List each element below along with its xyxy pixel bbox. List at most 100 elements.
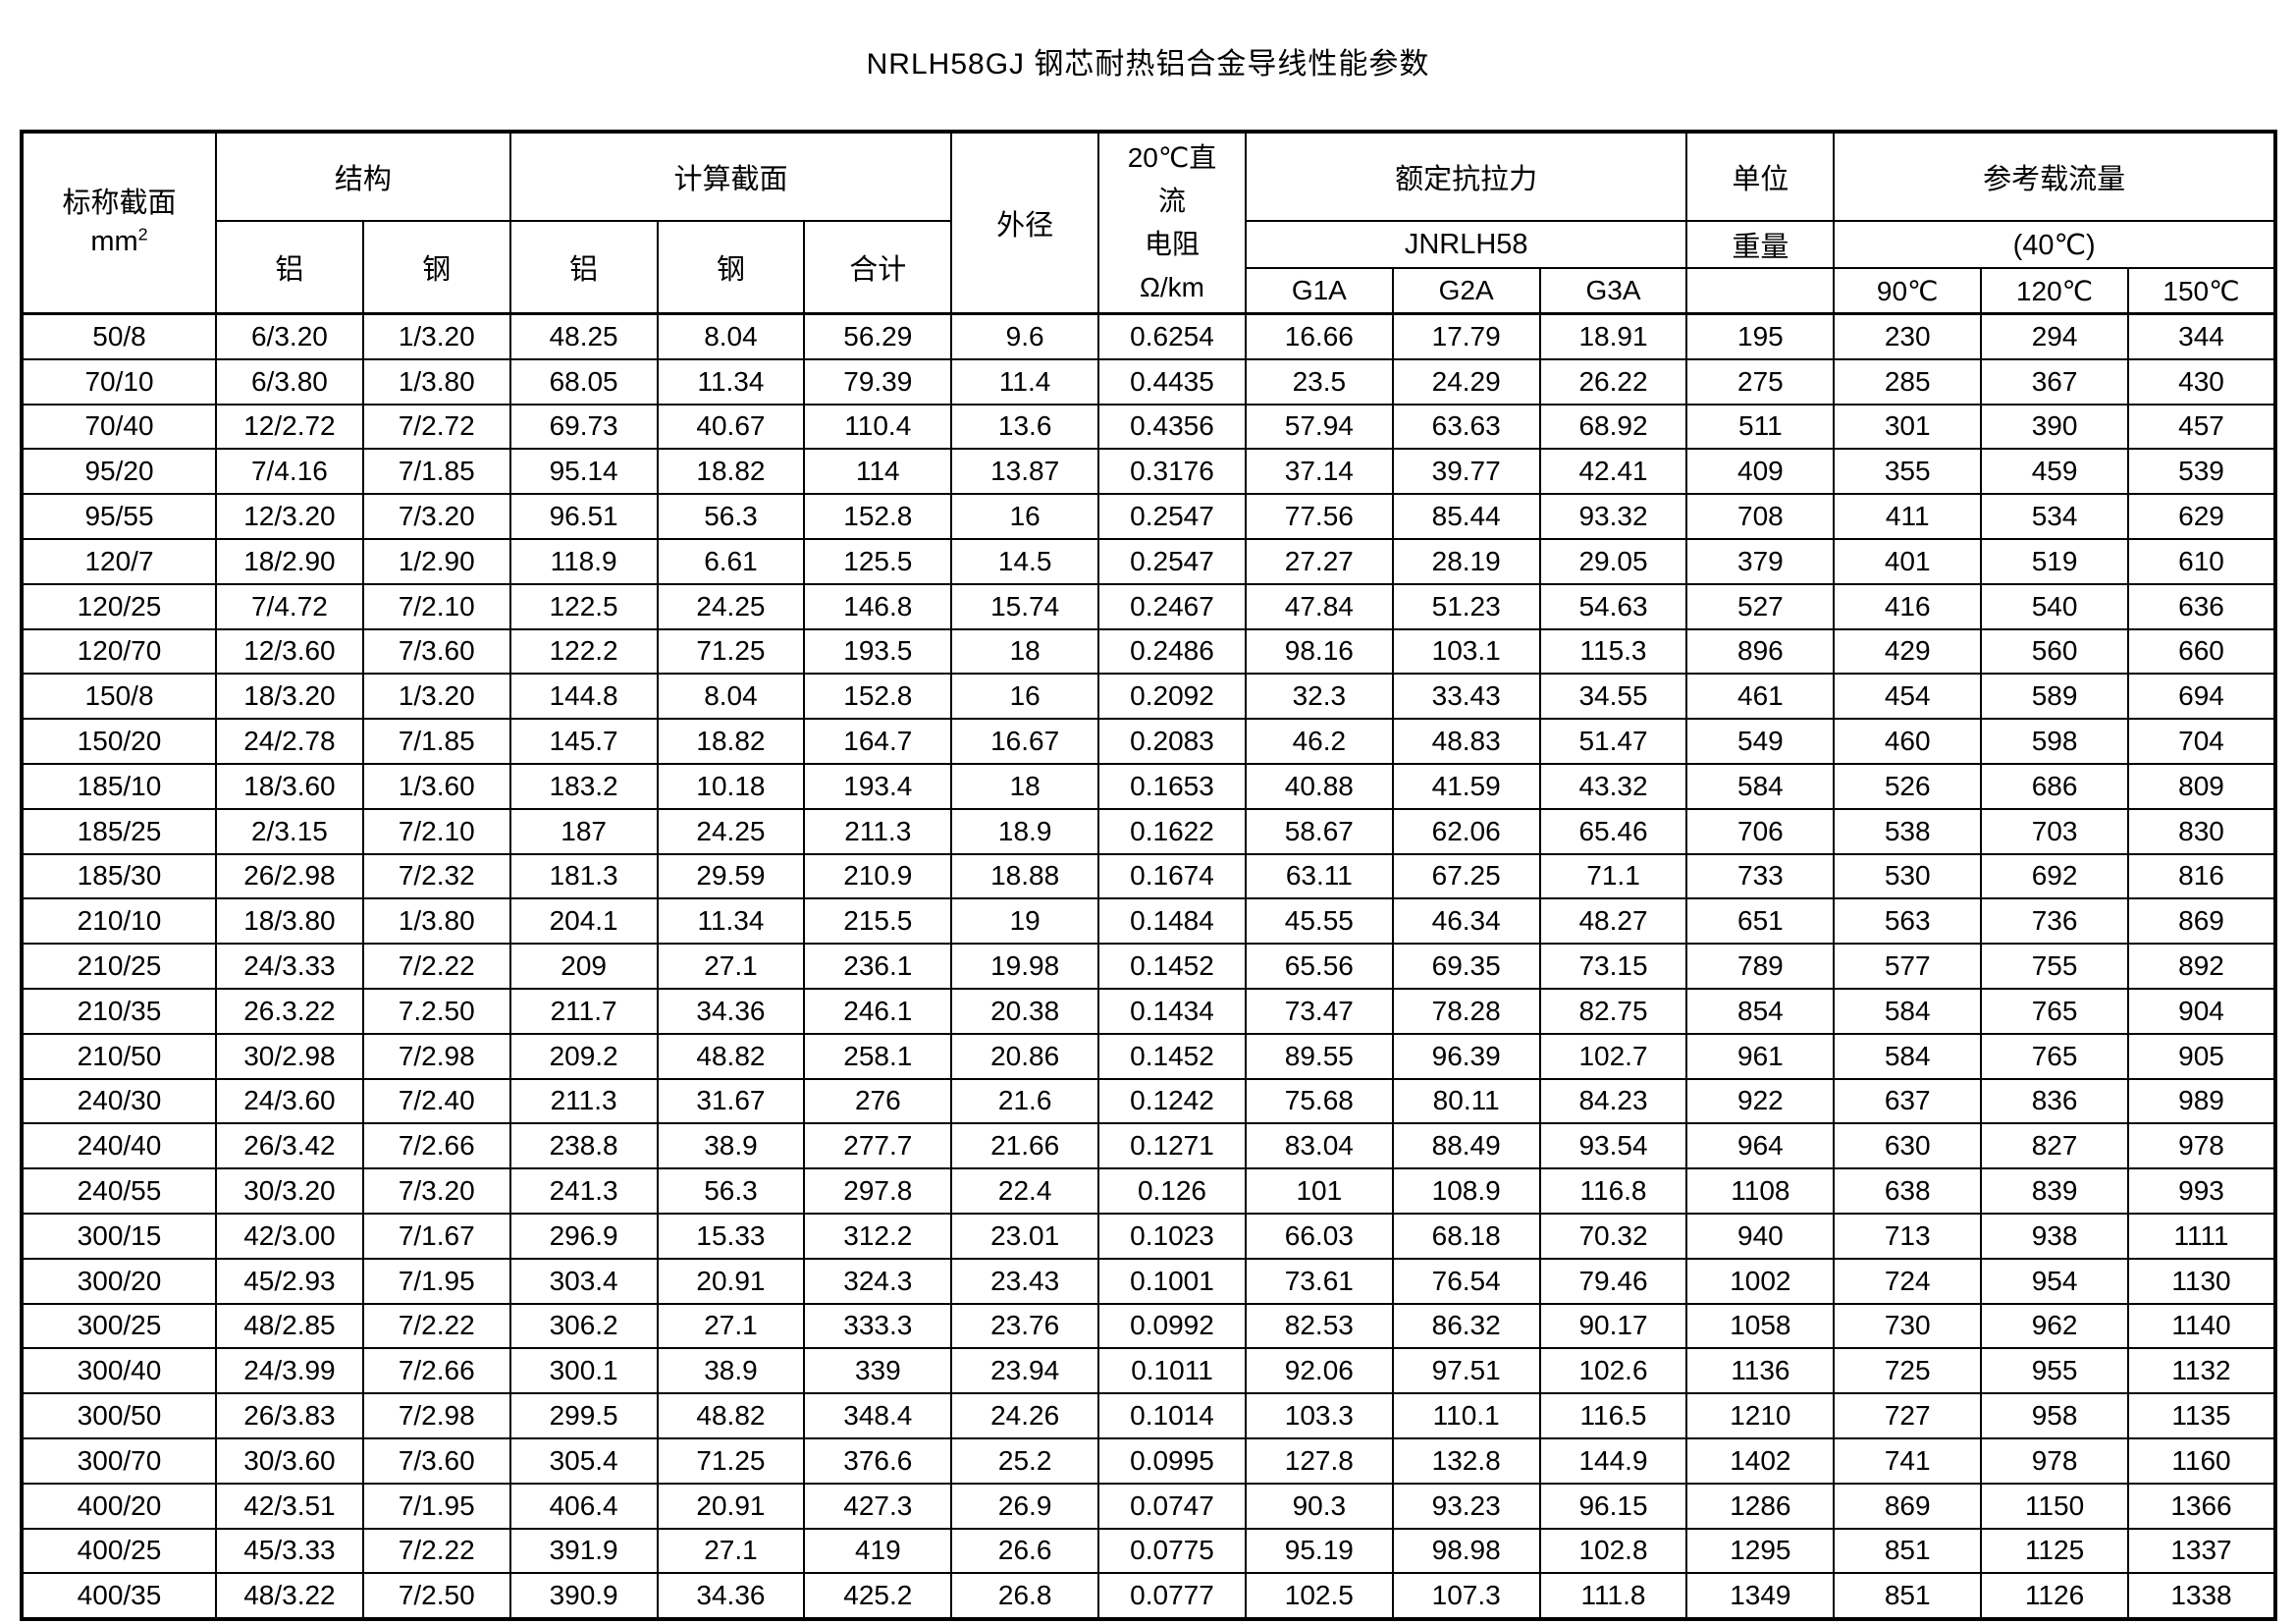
cell-ampacity-120c: 839 [1980,1167,2129,1215]
cell-nominal-section: 70/40 [21,403,217,451]
cell-structure-steel: 1/3.80 [361,357,511,406]
cell-structure-steel: 7/2.32 [361,852,511,900]
cell-ampacity-120c: 1126 [1980,1572,2129,1621]
cell-ampacity-90c: 401 [1833,537,1983,585]
cell-tension-g1a: 98.16 [1244,627,1394,676]
cell-tension-g1a: 47.84 [1244,582,1394,630]
cell-dc-resistance: 0.2083 [1097,718,1247,765]
cell-unit-weight: 527 [1685,582,1836,630]
cell-outer-diameter: 25.2 [950,1436,1100,1485]
table-row: 95/20 7/4.16 7/1.85 95.14 18.82 114 13.87 0.317… [21,448,2277,496]
header-g2a: G2A [1391,267,1541,315]
cell-calc-steel: 15.33 [656,1212,806,1260]
table-row: 210/25 24/3.33 7/2.22 209 27.1 236.1 19.98 0.14… [21,943,2277,990]
cell-ampacity-90c: 584 [1833,1032,1983,1080]
cell-tension-g2a: 96.39 [1391,1032,1541,1080]
cell-calc-steel: 40.67 [656,403,806,451]
cell-ampacity-120c: 540 [1980,582,2129,630]
cell-outer-diameter: 21.6 [950,1077,1100,1125]
cell-outer-diameter: 15.74 [950,582,1100,630]
cell-calc-total: 210.9 [803,852,953,900]
table-row: 240/40 26/3.42 7/2.66 238.8 38.9 277.7 21.66 0.… [21,1122,2277,1170]
cell-ampacity-90c: 429 [1833,627,1983,676]
header-weight: 重量 [1685,220,1836,269]
cell-outer-diameter: 20.86 [950,1032,1100,1080]
cell-calc-steel: 48.82 [656,1032,806,1080]
cell-calc-al: 299.5 [508,1392,659,1439]
cell-ampacity-120c: 686 [1980,762,2129,810]
cell-ampacity-90c: 584 [1833,987,1983,1035]
cell-calc-steel: 8.04 [656,673,806,721]
cell-ampacity-150c: 1135 [2126,1392,2277,1439]
cell-dc-resistance: 0.0992 [1097,1302,1247,1350]
cell-nominal-section: 300/15 [21,1212,217,1260]
cell-calc-total: 419 [803,1527,953,1575]
cell-nominal-section: 240/55 [21,1167,217,1215]
cell-nominal-section: 120/70 [21,627,217,676]
cell-ampacity-150c: 869 [2126,897,2277,946]
header-row-2: 铝 钢 铝 钢 合计 JNRLH58 重量 (40℃) [22,220,2276,315]
header-temp-90: 90℃ [1833,267,1983,315]
cell-tension-g1a: 27.27 [1244,537,1394,585]
cell-structure-al: 48/3.22 [215,1572,364,1621]
cell-structure-al: 2/3.15 [215,807,364,855]
cell-calc-al: 118.9 [508,537,659,585]
cell-outer-diameter: 26.9 [950,1482,1100,1530]
cell-ampacity-150c: 904 [2126,987,2277,1035]
cell-tension-g2a: 88.49 [1391,1122,1541,1170]
cell-tension-g3a: 93.32 [1538,493,1688,540]
cell-calc-steel: 11.34 [656,897,806,946]
cell-ampacity-150c: 1132 [2126,1347,2277,1395]
cell-calc-total: 164.7 [803,718,953,765]
cell-tension-g2a: 46.34 [1391,897,1541,946]
cell-calc-total: 56.29 [803,311,953,360]
cell-dc-resistance: 0.2547 [1097,493,1247,540]
cell-outer-diameter: 23.01 [950,1212,1100,1260]
cell-tension-g3a: 43.32 [1538,762,1688,810]
table-row: 185/25 2/3.15 7/2.10 187 24.25 211.3 18.9 0.162… [21,807,2277,855]
table-row: 70/40 12/2.72 7/2.72 69.73 40.67 110.4 13.6 0.4… [21,403,2277,451]
header-outer-diameter: 外径 [950,131,1100,315]
cell-structure-al: 30/3.60 [215,1436,364,1485]
cell-ampacity-120c: 692 [1980,852,2129,900]
table-row: 400/20 42/3.51 7/1.95 406.4 20.91 427.3 26.9 0.… [21,1482,2277,1530]
cell-tension-g3a: 102.6 [1538,1347,1688,1395]
cell-structure-al: 26.3.22 [215,987,364,1035]
cell-tension-g3a: 116.8 [1538,1167,1688,1215]
cell-outer-diameter: 20.38 [950,987,1100,1035]
cell-structure-al: 12/3.60 [215,627,364,676]
cell-unit-weight: 651 [1685,897,1836,946]
cell-tension-g1a: 57.94 [1244,403,1394,451]
cell-calc-total: 258.1 [803,1032,953,1080]
cell-calc-total: 425.2 [803,1572,953,1621]
cell-calc-total: 236.1 [803,943,953,990]
cell-structure-steel: 7/2.40 [361,1077,511,1125]
cell-structure-steel: 7/2.22 [361,1527,511,1575]
cell-tension-g2a: 41.59 [1391,762,1541,810]
cell-nominal-section: 95/20 [21,448,217,496]
cell-ampacity-120c: 955 [1980,1347,2129,1395]
cell-calc-steel: 18.82 [656,718,806,765]
cell-ampacity-120c: 958 [1980,1392,2129,1439]
cell-nominal-section: 400/20 [21,1482,217,1530]
cell-tension-g2a: 39.77 [1391,448,1541,496]
cell-dc-resistance: 0.0775 [1097,1527,1247,1575]
cell-unit-weight: 1108 [1685,1167,1836,1215]
cell-ampacity-90c: 538 [1833,807,1983,855]
cell-calc-al: 300.1 [508,1347,659,1395]
cell-tension-g3a: 29.05 [1538,537,1688,585]
cell-ampacity-90c: 230 [1833,311,1983,360]
cell-calc-steel: 38.9 [656,1347,806,1395]
cell-dc-resistance: 0.4356 [1097,403,1247,451]
cell-structure-al: 45/3.33 [215,1527,364,1575]
cell-ampacity-150c: 1338 [2126,1572,2277,1621]
cell-dc-resistance: 0.1242 [1097,1077,1247,1125]
cell-calc-al: 181.3 [508,852,659,900]
header-calc-total: 合计 [803,220,953,315]
cell-calc-total: 376.6 [803,1436,953,1485]
cell-ampacity-120c: 390 [1980,403,2129,451]
cell-nominal-section: 300/20 [21,1257,217,1305]
cell-dc-resistance: 0.1452 [1097,1032,1247,1080]
cell-ampacity-90c: 869 [1833,1482,1983,1530]
